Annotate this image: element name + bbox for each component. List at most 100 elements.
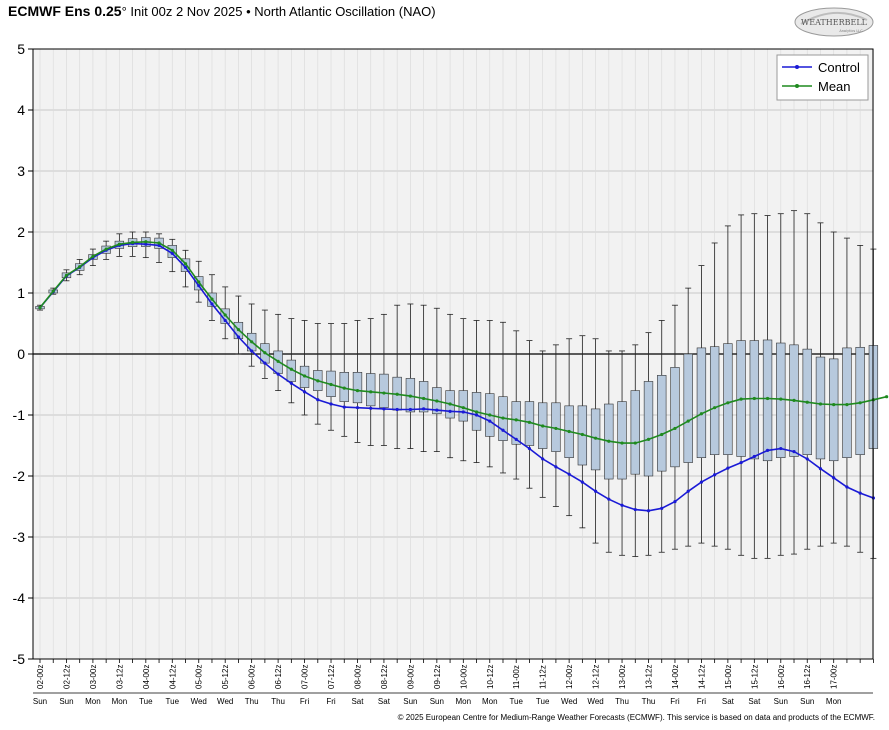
x-day-label: Thu [245,697,259,706]
series-point-mean [514,418,518,422]
axes: -5 -4 -3 -2 -1 0 1 2 3 4 5 02-00z Sun 02-12z Sun 03-00z… [13,41,874,706]
series-point-control [858,491,862,495]
x-time-label: 06-12z [274,665,283,689]
ensemble-box [643,332,654,556]
series-point-control [686,489,690,493]
box-iqr [709,346,720,455]
series-point-mean [818,402,823,406]
ensemble-box [842,237,852,547]
x-day-label: Tue [166,697,180,706]
x-time-label: 11-00z [512,665,521,689]
series-point-control [170,251,174,255]
series-lines [38,240,889,513]
series-point-control [395,407,399,412]
ensemble-box [683,287,693,547]
x-day-label: Sat [351,697,364,706]
series-point-control [355,406,360,410]
x-time-label: 11-12z [539,665,548,689]
box-iqr [366,373,376,407]
x-day-label: Sun [800,697,814,706]
x-time-label: 10-12z [486,665,495,689]
x-time-label: 05-00z [195,665,204,689]
copyright-footer: © 2025 European Centre for Medium-Range … [397,713,875,722]
series-point-control [554,465,558,469]
series-point-control [474,413,479,417]
series-point-control [210,302,214,306]
series-point-mean [805,400,809,404]
series-point-control [805,457,809,461]
y-tick-label: 0 [17,346,25,362]
series-point-mean [726,401,730,405]
series-point-control [289,381,293,385]
series-point-control [514,437,518,441]
series-point-mean [474,410,479,414]
x-time-label: 05-12z [221,665,230,689]
series-point-control [263,361,267,365]
model-name: ECMWF Ens 0.25 [8,3,122,19]
chart-title: ECMWF Ens 0.25° Init 00z 2 Nov 2025 • No… [8,3,436,19]
x-day-label: Fri [300,697,310,706]
series-point-control [223,318,227,323]
x-time-label: 16-12z [803,665,812,689]
series-point-mean [593,436,598,440]
y-tick-label: -1 [13,407,26,423]
series-point-mean [765,396,770,401]
x-time-label: 06-00z [248,665,257,689]
x-time-label: 04-00z [142,665,151,689]
series-point-control [197,284,201,288]
box-iqr [670,367,680,468]
x-time-label: 07-00z [301,665,310,689]
series-point-control [845,485,849,489]
y-tick-label: 2 [17,224,25,240]
series-point-mean [316,379,320,383]
box-iqr [352,371,363,404]
box-iqr [657,375,667,472]
ensemble-box [657,320,667,553]
x-day-label: Thu [271,697,285,706]
x-day-label: Mon [482,697,498,706]
series-point-mean [779,397,783,401]
y-tick-label: -4 [13,590,26,606]
x-time-label: 12-00z [565,665,574,689]
box-iqr [617,401,627,480]
series-point-mean [302,374,307,378]
series-point-control [157,243,161,248]
legend-marker-control [795,65,799,69]
ensemble-box [630,344,640,557]
x-day-label: Wed [217,697,233,706]
series-point-mean [170,248,174,252]
series-point-mean [541,424,545,428]
series-point-control [461,410,465,414]
x-time-label: 09-00z [406,665,415,689]
series-point-control [752,454,756,459]
x-time-label: 03-00z [89,665,98,689]
series-point-mean [329,382,333,387]
series-point-mean [157,241,161,245]
series-point-mean [369,390,373,394]
series-point-mean [739,397,743,401]
series-point-control [792,450,796,454]
x-time-label: 15-12z [750,665,759,689]
product-name: North Atlantic Oscillation (NAO) [254,4,436,19]
x-day-label: Sun [403,697,417,706]
box-iqr [829,358,839,462]
y-tick-label: 4 [17,102,25,118]
y-tick-label: -2 [13,468,26,484]
ensemble-box [511,330,521,480]
box-iqr [815,356,826,460]
legend-label-mean: Mean [818,79,851,94]
series-point-mean [408,394,412,398]
series-point-mean [263,351,267,355]
series-point-mean [461,406,465,410]
series-point-mean [236,328,241,332]
series-point-mean [117,242,121,246]
x-day-label: Tue [509,697,523,706]
series-point-control [713,473,717,477]
x-day-label: Mon [456,697,472,706]
series-point-mean [567,429,571,434]
series-point-mean [104,247,108,251]
box-iqr [842,347,852,458]
ensemble-box [696,265,707,544]
legend-label-control: Control [818,60,860,75]
